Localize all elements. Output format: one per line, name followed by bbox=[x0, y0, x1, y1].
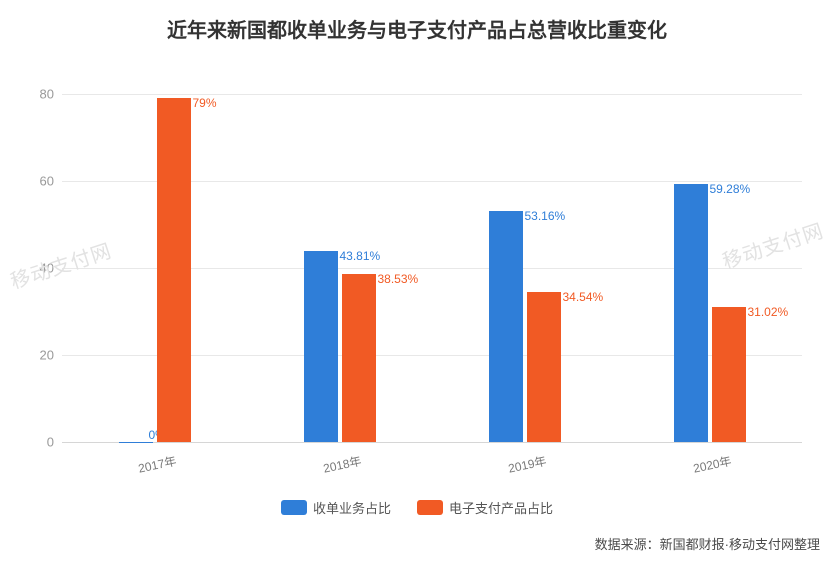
bar bbox=[157, 98, 191, 442]
bar bbox=[489, 211, 523, 442]
bar bbox=[712, 307, 746, 442]
gridline bbox=[62, 442, 802, 443]
bar-value-label: 59.28% bbox=[710, 182, 751, 196]
y-axis-label: 80 bbox=[40, 86, 54, 101]
bar-value-label: 31.02% bbox=[748, 305, 789, 319]
bar-value-label: 38.53% bbox=[378, 272, 419, 286]
chart-container: 近年来新国都收单业务与电子支付产品占总营收比重变化 0 20 40 60 80 2017年… bbox=[0, 0, 834, 563]
x-axis-label: 2018年 bbox=[321, 452, 362, 477]
legend-swatch bbox=[281, 500, 307, 515]
legend-item: 电子支付产品占比 bbox=[417, 498, 553, 517]
bar-value-label: 43.81% bbox=[340, 249, 381, 263]
x-axis-label: 2019年 bbox=[506, 452, 547, 477]
y-axis-label: 20 bbox=[40, 347, 54, 362]
bar bbox=[342, 274, 376, 442]
y-axis-label: 40 bbox=[40, 260, 54, 275]
legend-item: 收单业务占比 bbox=[281, 498, 391, 517]
x-axis-label: 2017年 bbox=[136, 452, 177, 477]
x-axis-label: 2020年 bbox=[691, 452, 732, 477]
legend-label: 收单业务占比 bbox=[313, 498, 391, 517]
plot-area: 0204060802017年0%79%2018年43.81%38.53%2019… bbox=[62, 72, 802, 442]
bar bbox=[119, 442, 153, 443]
bar-value-label: 53.16% bbox=[525, 209, 566, 223]
bar bbox=[674, 184, 708, 442]
bar-value-label: 79% bbox=[193, 96, 217, 110]
y-axis-label: 60 bbox=[40, 173, 54, 188]
bar-value-label: 34.54% bbox=[563, 290, 604, 304]
y-axis-label: 0 bbox=[47, 435, 54, 450]
gridline bbox=[62, 94, 802, 95]
data-source: 数据来源：新国都财报·移动支付网整理 bbox=[595, 534, 820, 553]
chart-title: 近年来新国都收单业务与电子支付产品占总营收比重变化 bbox=[0, 0, 834, 43]
bar bbox=[304, 251, 338, 442]
legend-swatch bbox=[417, 500, 443, 515]
bar bbox=[527, 292, 561, 442]
legend-label: 电子支付产品占比 bbox=[449, 498, 553, 517]
legend: 收单业务占比 电子支付产品占比 bbox=[0, 498, 834, 517]
